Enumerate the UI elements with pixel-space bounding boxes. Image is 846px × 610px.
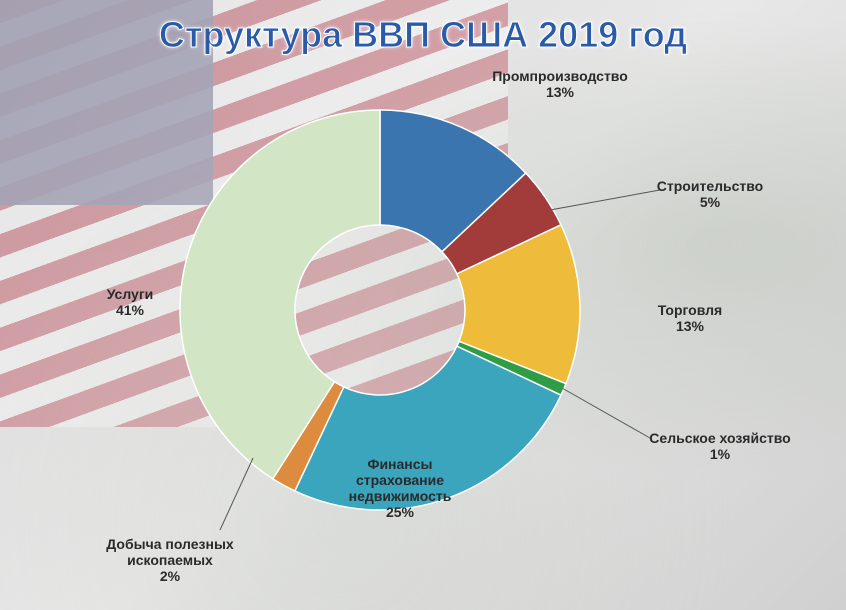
chart-title: Структура ВВП США 2019 год (0, 14, 846, 56)
label-trade: Торговля13% (658, 302, 722, 334)
label-finance: Финансыстрахованиенедвижимость25% (349, 456, 452, 520)
leader-construction (550, 190, 660, 210)
label-services: Услуги41% (107, 286, 154, 318)
label-manufacturing: Промпроизводство13% (492, 68, 628, 100)
leader-agriculture (562, 388, 650, 438)
label-agriculture: Сельское хозяйство1% (649, 430, 790, 462)
label-mining: Добыча полезныхископаемых2% (106, 536, 233, 584)
leader-mining (220, 458, 253, 530)
label-construction: Строительство5% (657, 178, 763, 210)
